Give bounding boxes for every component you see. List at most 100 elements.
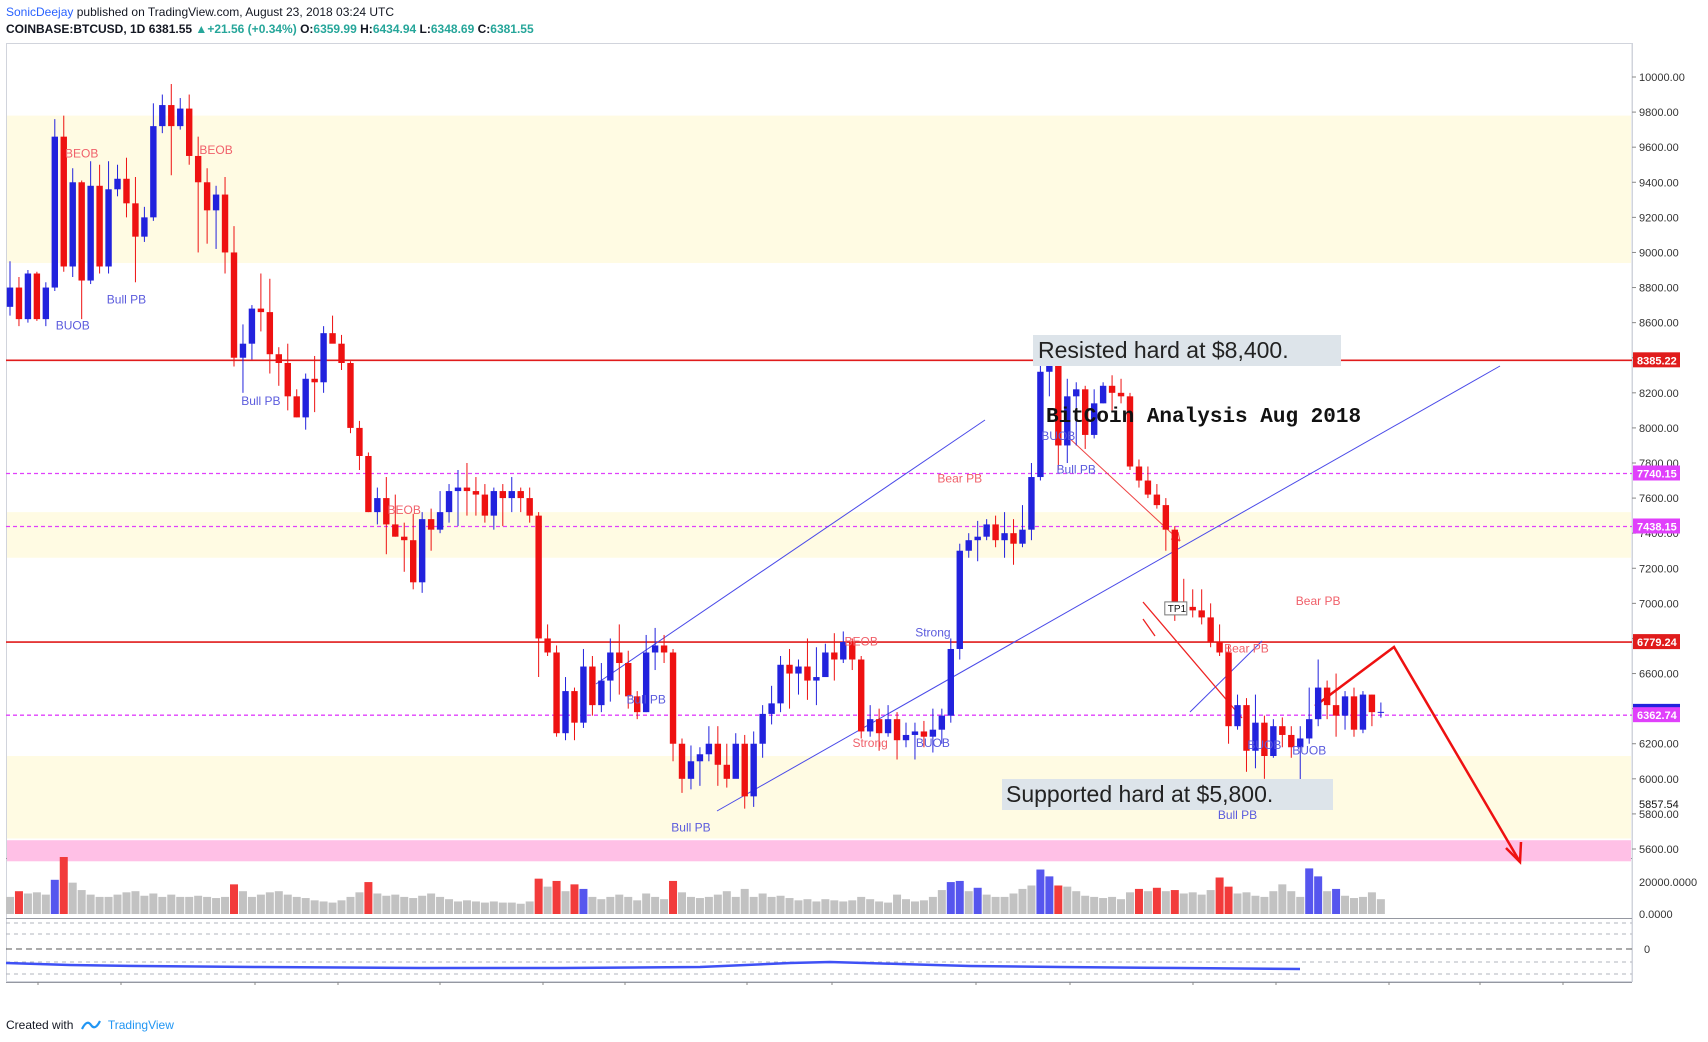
volume-tick-label: 0.0000	[1639, 909, 1673, 921]
volume-bar	[955, 880, 964, 914]
candle-body	[445, 491, 453, 513]
tradingview-logo-icon	[80, 1020, 101, 1030]
last-price: 6381.55	[148, 22, 193, 36]
price-chart[interactable]: BUOB Bull PB BEOB BEOB Bull PB BEOB Bull PB Bul…	[0, 0, 1708, 985]
candle-body	[490, 491, 498, 516]
candle-body	[302, 378, 309, 418]
candle-body	[571, 691, 578, 723]
marker-label: BEOB	[845, 634, 878, 648]
candle-body	[947, 648, 954, 716]
volume-bar	[919, 900, 928, 914]
volume-bar	[140, 895, 149, 914]
candle-body	[1377, 711, 1385, 713]
volume-bar	[1358, 896, 1367, 914]
candle-body	[248, 308, 256, 344]
footer: Created with TradingView	[6, 1018, 174, 1032]
candle-body	[275, 354, 282, 363]
candle-body	[284, 362, 291, 397]
marker-label: Bull PB	[107, 292, 146, 306]
candle-body	[1144, 480, 1152, 495]
volume-bar	[86, 894, 95, 914]
volume-bar	[516, 903, 525, 914]
zone-0	[7, 115, 1631, 263]
volume-bar	[1126, 892, 1134, 914]
candle-body	[1046, 361, 1053, 372]
chart-title: BitCoin Analysis Aug 2018	[1046, 406, 1361, 429]
marker-label: Bull PB	[1057, 463, 1096, 477]
candle-body	[1108, 385, 1116, 393]
candle-body	[938, 715, 946, 730]
created-with-label: Created with	[6, 1018, 74, 1032]
candle-body	[221, 194, 229, 253]
volume-bar	[104, 896, 113, 914]
volume-bar	[1188, 892, 1197, 914]
time-axis[interactable]: 23May1422Jun1119Jul923Aug1321Sep1018	[32, 982, 1569, 985]
candle-body	[347, 362, 354, 428]
candle-body	[1064, 396, 1071, 446]
candle-body	[607, 652, 614, 681]
volume-layer	[6, 857, 1385, 914]
candle-body	[786, 664, 793, 674]
price-axis[interactable]: 10000.00 9800.00 9600.00 9400.00 9200.00 9000…	[1632, 72, 1697, 956]
candle-body	[33, 273, 41, 320]
candle-body	[1306, 719, 1313, 739]
volume-bar	[902, 899, 910, 914]
volume-bar	[265, 892, 274, 914]
volume-bar	[651, 896, 660, 914]
close-value: 6381.55	[490, 22, 534, 36]
candle-body	[1135, 466, 1143, 481]
volume-bar	[1099, 898, 1108, 914]
volume-bar	[973, 887, 982, 914]
candle-body	[141, 217, 148, 237]
candle-body	[78, 182, 85, 281]
candle-body	[392, 524, 399, 537]
candle-body	[535, 515, 542, 639]
candle-body	[544, 638, 551, 653]
open-label: O:	[300, 22, 314, 36]
y-tick-label: 8000.00	[1639, 423, 1679, 435]
candle-body	[123, 178, 130, 204]
change-value: +21.56 (+0.34%)	[207, 22, 297, 36]
candle-body	[1359, 694, 1367, 730]
marker-label: BUOB	[56, 319, 90, 333]
volume-bar	[1332, 888, 1341, 914]
candle-body	[1270, 726, 1277, 757]
candle-body	[1341, 696, 1349, 716]
y-tick-label: 9400.00	[1639, 177, 1679, 189]
volume-bar	[552, 880, 561, 914]
candle-body	[831, 652, 838, 660]
candle-body	[257, 308, 265, 313]
candle-body	[1153, 494, 1161, 506]
candle-body	[974, 536, 981, 541]
candle-body	[1099, 385, 1107, 404]
candle-body	[454, 487, 462, 492]
symbol-label: COINBASE:BTCUSD, 1D	[6, 22, 146, 36]
volume-bar	[767, 896, 776, 914]
zone-3	[7, 840, 1631, 862]
volume-bar	[212, 898, 221, 914]
volume-bar	[292, 896, 301, 914]
candle-body	[1117, 392, 1125, 397]
volume-bar	[839, 901, 848, 914]
y-tick-label: 7000.00	[1639, 598, 1679, 610]
osc-tick-label: 0	[1644, 944, 1650, 956]
volume-bar	[1009, 893, 1018, 914]
price-label-plain: 5857.54	[1639, 799, 1679, 811]
candle-body	[1171, 529, 1178, 602]
tradingview-link[interactable]: TradingView	[107, 1018, 174, 1032]
volume-bar	[1376, 899, 1385, 914]
price-label: 7740.15	[1637, 469, 1677, 481]
volume-bar	[346, 896, 355, 914]
channel-upper-line	[595, 419, 986, 685]
author-link[interactable]: SonicDeejay	[6, 5, 74, 19]
bear-path-arrow-line	[1066, 435, 1181, 542]
volume-bar	[946, 882, 955, 914]
volume-bar	[669, 880, 678, 914]
volume-bar	[1170, 890, 1179, 914]
volume-bar	[1287, 891, 1296, 914]
candle-body	[553, 652, 560, 734]
candle-body	[813, 677, 820, 681]
volume-bar	[480, 902, 489, 914]
volume-bar	[1045, 876, 1054, 914]
volume-bar	[660, 899, 669, 914]
